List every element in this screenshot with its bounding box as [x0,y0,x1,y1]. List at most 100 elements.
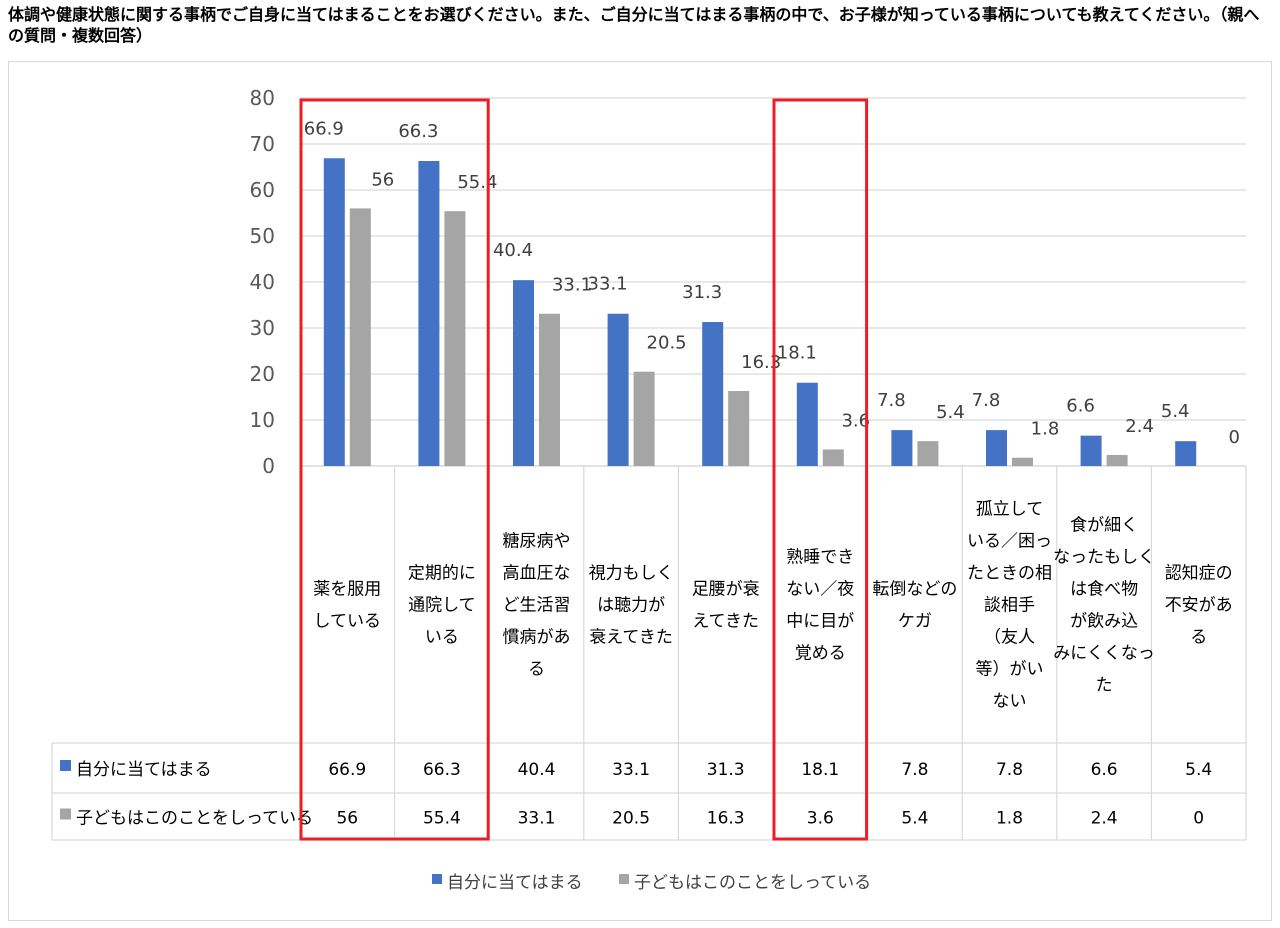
category-label: ど生活習 [503,596,571,616]
table-value: 18.1 [801,760,839,780]
y-tick-label: 0 [262,454,275,478]
category-label: る [528,660,545,680]
y-tick-label: 70 [250,132,275,156]
table-value: 2.4 [1091,809,1118,829]
data-label: 16.3 [741,352,781,373]
category-label: している [314,612,382,632]
data-label: 5.4 [1161,401,1190,422]
category-label: 不安があ [1165,596,1233,616]
table-value: 16.3 [707,809,745,829]
category-label: る [1190,628,1207,648]
y-tick-label: 80 [250,86,275,110]
y-tick-label: 40 [250,270,275,294]
data-label: 7.8 [972,390,1001,411]
table-value: 7.8 [901,760,928,780]
y-tick-label: 10 [250,408,275,432]
bar [349,208,371,466]
data-label: 7.8 [877,390,906,411]
data-label: 0 [1228,427,1239,448]
y-tick-label: 30 [250,316,275,340]
highlight-box [299,98,490,841]
bar [323,158,345,466]
bar [796,382,818,466]
category-label: 通院して [408,596,476,616]
data-label: 3.6 [841,410,870,431]
category-label: 足腰が衰 [692,580,760,600]
table-value: 33.1 [612,760,650,780]
category-label: 視力もしく [589,564,674,584]
table-value: 40.4 [518,760,556,780]
bar [822,449,844,466]
category-label: なったもしく [1053,548,1155,568]
category-label: が飲み込 [1070,612,1138,632]
data-label: 56 [371,169,394,190]
category-label: 衰えてきた [589,628,673,648]
bar [986,430,1007,466]
category-label: 談相手 [984,596,1035,616]
table-value: 66.9 [328,760,366,780]
y-tick-label: 20 [250,362,275,386]
bar [513,280,534,466]
legend-label: 自分に当てはまる [447,873,583,893]
table-value: 7.8 [996,760,1023,780]
bar [1012,457,1033,466]
data-label: 1.8 [1031,419,1060,440]
table-value: 66.3 [423,760,461,780]
bar [418,161,440,466]
table-value: 56 [336,809,358,829]
legend-label: 子どもはこのことをしっている [634,873,871,893]
data-label: 5.4 [936,402,965,423]
category-label: 薬を服用 [313,580,381,600]
category-label: 糖尿病や [503,532,571,552]
chart-title: 体調や健康状態に関する事柄でご自身に当てはまることをお選びください。また、ご自分… [8,5,1260,45]
category-label: 転倒などの [872,580,957,600]
category-label: 慣病があ [503,628,571,648]
data-label: 18.1 [777,343,817,364]
legend-key [619,874,629,884]
category-label: は聴力が [597,596,665,616]
category-label: 定期的に [408,564,476,584]
bar [444,211,466,466]
highlight-box [772,98,869,841]
category-label: いる [425,628,459,648]
data-label: 6.6 [1066,396,1095,417]
category-label: （友人 [984,628,1035,648]
category-label: いる／困っ [967,532,1052,552]
category-label: 高血圧な [503,564,571,584]
table-value: 31.3 [707,760,745,780]
table-series-name: 子どもはこのことをしっている [76,809,313,829]
category-label: えてきた [692,612,759,632]
legend-key [432,874,442,884]
category-label: 等）がい [976,660,1044,680]
bar [1175,441,1197,466]
category-label: は食べ物 [1070,580,1138,600]
data-label: 20.5 [647,333,687,354]
category-label: みにくくなっ [1053,644,1155,664]
bar [1080,435,1102,466]
data-label: 66.9 [304,118,344,139]
category-label: た [1096,676,1113,696]
table-value: 3.6 [807,809,834,829]
data-label: 33.1 [552,275,592,296]
table-value: 20.5 [612,809,650,829]
table-legend-key [60,760,71,771]
category-label: ない／夜 [786,580,854,600]
data-label: 66.3 [398,121,438,142]
table-value: 5.4 [901,809,928,829]
data-label: 2.4 [1125,416,1154,437]
y-tick-label: 60 [250,178,275,202]
category-label: 食が細く [1070,516,1138,536]
data-label: 55.4 [457,172,497,193]
table-value: 1.8 [996,809,1023,829]
bar [728,391,750,466]
category-label: ない [993,692,1027,712]
bar [1106,454,1128,466]
chart-area [8,61,1272,921]
category-label: 熟睡でき [786,547,854,568]
category-label: たときの相 [967,564,1052,584]
table-value: 55.4 [423,809,461,829]
category-label: 孤立して [976,500,1044,520]
category-label: 覚める [795,644,846,664]
bar [607,313,629,466]
